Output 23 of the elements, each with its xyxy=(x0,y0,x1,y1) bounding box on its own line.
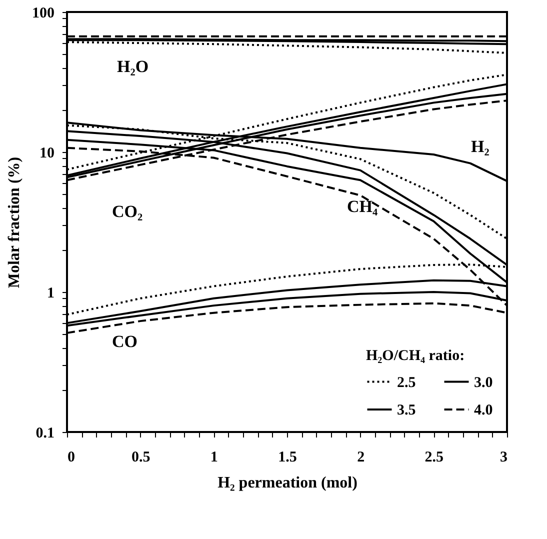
x-tick-label: 2 xyxy=(357,450,365,466)
x-tick-label: 2.5 xyxy=(424,450,444,466)
x-tick-label: 0 xyxy=(68,450,75,466)
x-axis-title: H₂ permeation (mol) xyxy=(218,474,358,492)
annotation: H₂O xyxy=(117,57,149,76)
y-tick-label: 1 xyxy=(47,286,54,302)
legend-label: 4.0 xyxy=(474,402,493,418)
legend-label: 3.0 xyxy=(474,374,493,391)
y-axis-title: Molar fraction (%) xyxy=(6,156,23,288)
x-tick-label: 1.5 xyxy=(278,450,297,466)
x-tick-label: 3 xyxy=(500,450,508,466)
annotation: CO₂ xyxy=(112,202,143,221)
legend-title: H₂O/CH₄ ratio: xyxy=(366,348,465,364)
annotation: CO xyxy=(112,332,138,351)
legend-label: 3.5 xyxy=(397,402,416,418)
annotation: CH₄ xyxy=(347,197,378,216)
annotation: H₂ xyxy=(471,137,490,156)
legend-label: 2.5 xyxy=(397,374,416,391)
y-tick-label: 10 xyxy=(40,146,54,162)
x-tick-label: 0.5 xyxy=(131,450,150,466)
y-tick-label: 100 xyxy=(32,6,54,22)
x-tick-label: 1 xyxy=(210,450,218,466)
y-tick-label: 0.1 xyxy=(36,426,54,442)
